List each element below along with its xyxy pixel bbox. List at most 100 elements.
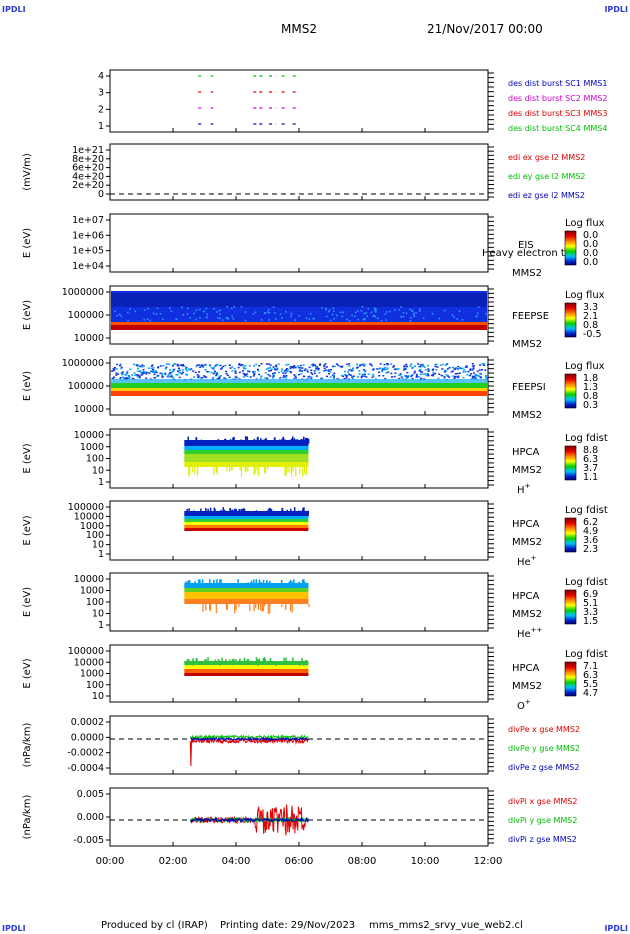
spectrogram-speckle	[327, 310, 330, 313]
spectrogram-speckle	[341, 365, 344, 368]
y-tick-label: 100	[86, 597, 104, 608]
spectrogram-speckle	[136, 370, 139, 372]
spectrogram-fringe	[209, 604, 211, 612]
spectrogram-speckle	[372, 375, 375, 377]
spectrogram-fringe	[240, 467, 243, 477]
spectrogram-speckle	[213, 370, 216, 372]
spectrogram-speckle	[260, 363, 263, 365]
spectrogram-speckle	[471, 376, 474, 379]
spectrogram-speckle	[162, 318, 164, 320]
spectrogram-speckle	[223, 377, 226, 379]
spectrogram-speckle	[477, 375, 480, 377]
spectrogram-speckle	[261, 319, 263, 321]
y-tick-label: 100	[86, 680, 104, 691]
spectrogram-fringe	[260, 581, 262, 587]
spectrogram-fringe	[298, 510, 300, 516]
spectrogram-speckle	[476, 312, 479, 315]
spectrogram-speckle	[150, 365, 153, 367]
spectrogram-speckle	[414, 365, 417, 368]
spectrogram-speckle	[186, 313, 189, 315]
spectrogram-speckle	[466, 366, 469, 368]
colorbar	[564, 589, 577, 625]
spectrogram-speckle	[358, 373, 361, 375]
spectrogram-speckle	[467, 370, 470, 373]
spectrogram-speckle	[485, 312, 487, 315]
spectrogram-speckle	[310, 369, 313, 372]
spectrogram-speckle	[333, 372, 336, 375]
spectrogram-speckle	[131, 374, 134, 376]
spectrogram-speckle	[242, 366, 245, 368]
spectrogram-speckle	[481, 369, 484, 371]
spectrogram-speckle	[285, 311, 287, 313]
spectrogram-fringe	[186, 509, 188, 515]
spectrogram-speckle	[469, 369, 472, 371]
spectrogram-speckle	[169, 375, 172, 378]
spectrogram-speckle	[267, 311, 269, 313]
spectrogram-speckle	[294, 377, 297, 379]
spectrogram-speckle	[289, 367, 292, 370]
series-line-z	[190, 736, 309, 742]
spectrogram-speckle	[333, 310, 335, 312]
spectrogram-speckle	[346, 363, 349, 366]
series-line-x	[189, 737, 309, 767]
colorbar	[564, 230, 577, 266]
spectrogram-fringe	[196, 658, 198, 664]
spectrogram-speckle	[475, 378, 478, 380]
spectrogram-fringe	[197, 579, 200, 585]
spectrogram-speckle	[221, 367, 224, 369]
spectrogram-speckle	[459, 367, 462, 370]
spectrogram-speckle	[389, 310, 391, 313]
spectrogram-speckle	[143, 309, 146, 311]
spectrogram-fringe	[197, 467, 199, 474]
spectrogram-speckle	[481, 363, 484, 365]
spectrogram-speckle	[159, 365, 162, 367]
spectrogram-speckle	[415, 373, 418, 376]
spectrogram-fringe	[301, 439, 303, 445]
y-axis-label: E (eV)	[22, 300, 33, 330]
spectrogram-speckle	[199, 308, 201, 311]
spectrogram-speckle	[258, 373, 261, 376]
spectrogram-speckle	[121, 371, 124, 373]
spectrogram-speckle	[420, 373, 423, 375]
spectrogram-speckle	[170, 310, 173, 312]
spectrogram-speckle	[268, 370, 271, 372]
spectrogram-speckle	[176, 374, 179, 376]
colorbar-tick-label: 7.1	[583, 661, 598, 672]
spectrogram-speckle	[333, 374, 336, 377]
spectrogram-speckle	[129, 368, 132, 370]
spectrogram-speckle	[308, 318, 311, 320]
spectrogram-fringe	[247, 582, 250, 588]
spectrogram-speckle	[125, 374, 128, 376]
y-tick-label: 0.0000	[71, 732, 104, 743]
spectrogram-speckle	[443, 369, 446, 372]
spectrogram-speckle	[345, 375, 348, 377]
instrument-label: HPCA	[512, 447, 540, 458]
spectrogram-speckle	[315, 375, 318, 377]
spectrogram-speckle	[164, 373, 167, 375]
spectrogram-speckle	[344, 370, 347, 373]
spectrogram-speckle	[381, 370, 384, 373]
spectrogram-speckle	[188, 369, 191, 371]
spectrogram-speckle	[329, 319, 332, 322]
spectrogram-speckle	[279, 313, 282, 315]
colorbar-tick-label: 8.8	[583, 445, 598, 456]
y-tick-label: 1000	[80, 521, 104, 532]
spectrogram-speckle	[413, 312, 415, 315]
spectrogram-speckle	[479, 373, 482, 375]
spectrogram-fringe	[291, 604, 293, 613]
spectrogram-speckle	[207, 371, 210, 373]
spectrogram-fringe	[302, 508, 304, 514]
spectrogram-speckle	[198, 371, 201, 373]
footer-printing-date: Printing date: 29/Nov/2023	[220, 920, 356, 931]
spectrogram-speckle	[419, 364, 422, 366]
spectrogram-band	[111, 325, 487, 330]
spectrogram-speckle	[264, 312, 267, 314]
spectrogram-speckle	[430, 374, 433, 377]
colorbar-tick-label: 0.0	[583, 239, 598, 250]
spectrogram-fringe	[224, 438, 227, 444]
spectrogram-speckle	[472, 365, 475, 368]
spectrogram-speckle	[227, 318, 229, 320]
spectrogram-speckle	[141, 366, 144, 368]
spectrogram-speckle	[134, 374, 137, 377]
chart-canvas: 4 3 2 1 des dist burst SC1 MMS1 des dist burs…	[22, 69, 608, 867]
